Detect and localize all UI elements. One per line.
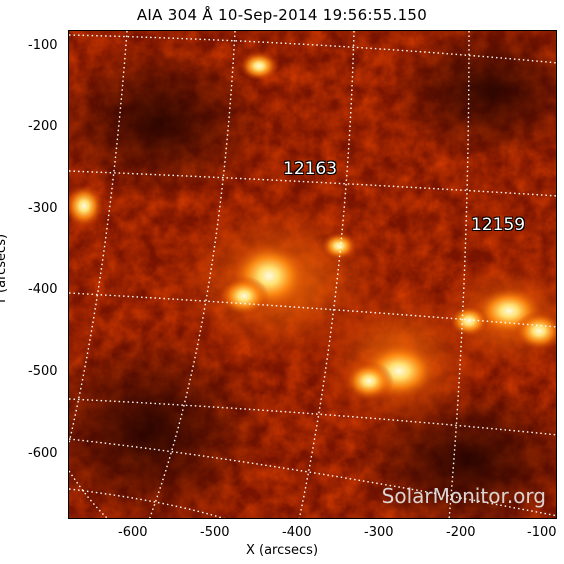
x-tick-label: -500 <box>200 525 230 540</box>
x-tick-label: -100 <box>527 525 557 540</box>
x-axis-label: X (arcsecs) <box>245 543 319 558</box>
y-tick-label: -300 <box>28 201 58 216</box>
x-tick-label: -200 <box>446 525 476 540</box>
x-tick-label: -400 <box>282 525 312 540</box>
y-tick-label: -200 <box>28 119 58 134</box>
solar-image <box>69 31 556 518</box>
y-tick-label: -600 <box>28 446 58 461</box>
y-tick-label: -100 <box>28 38 58 53</box>
y-tick-label: -500 <box>28 364 58 379</box>
y-tick-label: -400 <box>28 282 58 297</box>
image-title: AIA 304 Å 10-Sep-2014 19:56:55.150 <box>136 6 428 24</box>
region-label-12163: 12163 <box>283 159 338 179</box>
solar-image-panel: 12163 12159 SolarMonitor.org <box>68 30 557 519</box>
heliographic-grid <box>69 31 556 518</box>
x-tick-label: -600 <box>118 525 148 540</box>
watermark: SolarMonitor.org <box>381 484 546 508</box>
x-tick-label: -300 <box>364 525 394 540</box>
region-label-12159: 12159 <box>471 215 526 235</box>
y-axis-label: Y (arcsecs) <box>0 233 10 305</box>
